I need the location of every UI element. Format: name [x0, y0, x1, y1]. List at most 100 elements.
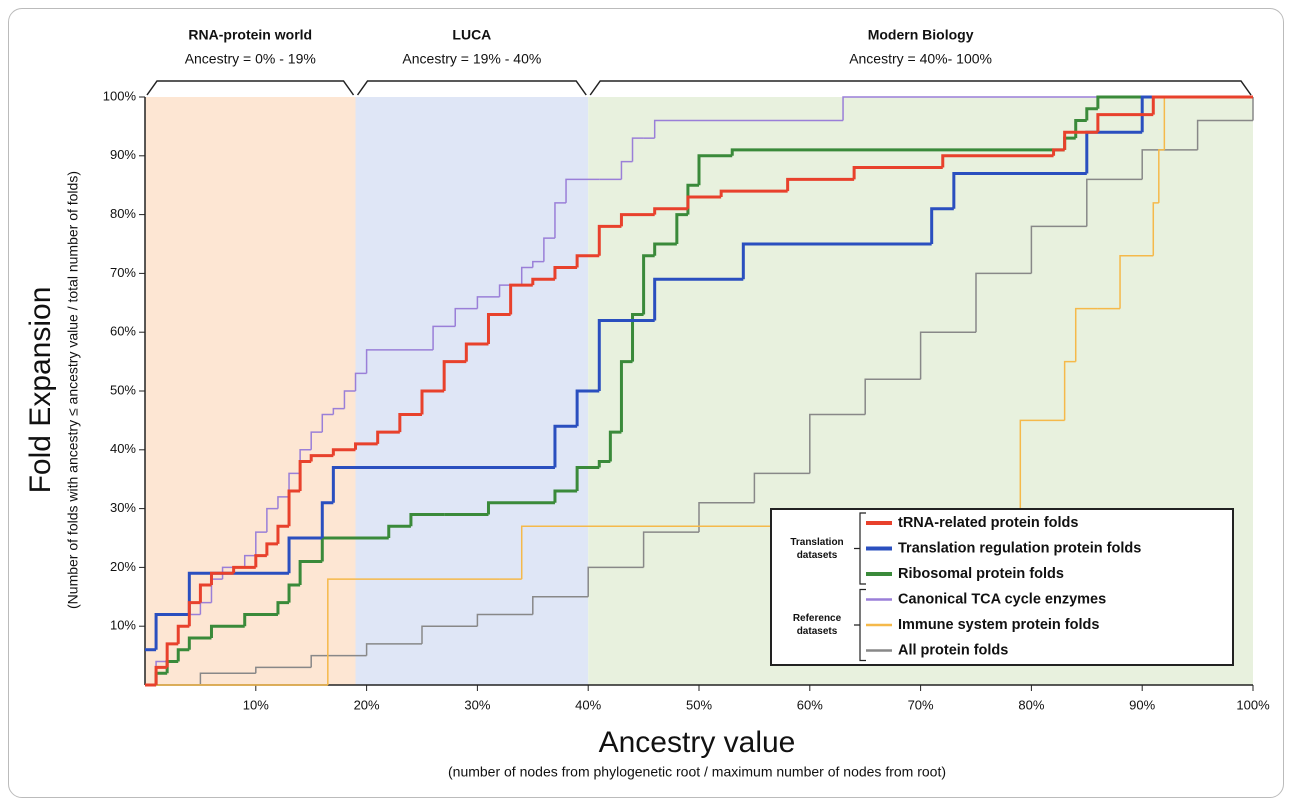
- legend-label: tRNA-related protein folds: [898, 515, 1078, 531]
- step-segment: [486, 501, 555, 515]
- step-segment: [332, 407, 345, 415]
- step-segment: [941, 154, 1054, 168]
- step-segment: [653, 119, 844, 139]
- step-segment: [331, 448, 356, 456]
- step-segment: [698, 501, 755, 533]
- step-segment: [176, 624, 190, 644]
- step-segment: [187, 571, 290, 615]
- step-segment: [255, 666, 312, 674]
- region: [355, 97, 589, 685]
- x-tick-label: 90%: [1129, 697, 1155, 712]
- y-tick-label: 30%: [110, 500, 136, 515]
- step-segment: [354, 372, 367, 391]
- legend-bracket: [854, 588, 866, 662]
- step-segment: [209, 624, 245, 638]
- x-tick-label: 60%: [797, 697, 823, 712]
- step-segment: [354, 442, 378, 450]
- y-tick-label: 90%: [110, 147, 136, 162]
- region-label: Modern Biology: [868, 27, 974, 43]
- step-segment: [454, 307, 478, 327]
- step-segment: [1151, 95, 1253, 115]
- step-segment: [1096, 113, 1154, 133]
- step-segment: [276, 524, 290, 544]
- legend-label: All protein folds: [898, 642, 1008, 658]
- y-tick-label: 10%: [110, 618, 136, 633]
- step-segment: [520, 266, 533, 286]
- region: [145, 97, 356, 685]
- x-tick-label: 30%: [464, 697, 490, 712]
- step-segment: [243, 554, 256, 568]
- x-axis-title: Ancestry value: [599, 726, 796, 759]
- step-segment: [553, 489, 578, 503]
- step-segment: [420, 389, 445, 415]
- step-segment: [730, 148, 1054, 156]
- step-segment: [697, 154, 733, 186]
- step-segment: [486, 313, 511, 344]
- step-segment: [1086, 178, 1143, 227]
- step-segment: [1074, 307, 1098, 362]
- step-segment: [741, 242, 932, 280]
- step-segment: [1141, 149, 1198, 180]
- step-segment: [575, 389, 600, 427]
- step-segment: [321, 413, 334, 433]
- step-segment: [675, 213, 688, 244]
- step-segment: [165, 642, 179, 668]
- step-segment: [288, 472, 301, 497]
- step-segment: [575, 465, 600, 491]
- step-segment: [532, 596, 589, 615]
- step-segment: [553, 424, 578, 468]
- step-segment: [198, 583, 212, 603]
- step-segment: [1196, 119, 1253, 150]
- step-segment: [287, 536, 323, 574]
- step-segment: [930, 207, 954, 244]
- step-segment: [597, 460, 611, 468]
- x-tick-label: 80%: [1018, 697, 1044, 712]
- legend-box: [770, 508, 1234, 666]
- region-sublabel: Ancestry = 40%- 100%: [849, 51, 992, 67]
- step-segment: [653, 277, 744, 321]
- step-segment: [310, 654, 367, 668]
- step-segment: [686, 195, 722, 209]
- region-bracket: [146, 80, 355, 96]
- step-segment: [975, 272, 1032, 333]
- step-segment: [331, 465, 555, 503]
- step-segment: [1019, 419, 1065, 527]
- step-segment: [421, 625, 478, 644]
- legend-label: Ribosomal protein folds: [898, 566, 1064, 582]
- step-segment: [952, 171, 1087, 209]
- step-segment: [1030, 225, 1087, 274]
- step-segment: [531, 277, 555, 286]
- step-segment: [597, 318, 655, 391]
- step-segment: [298, 560, 323, 586]
- step-segment: [187, 636, 212, 650]
- y-tick-label: 40%: [110, 441, 136, 456]
- step-segment: [232, 565, 256, 574]
- legend-label: Immune system protein folds: [898, 617, 1099, 633]
- legend-label: Translation regulation protein folds: [898, 540, 1141, 556]
- step-segment: [476, 296, 500, 309]
- step-segment: [464, 342, 489, 362]
- step-segment: [631, 137, 644, 162]
- y-tick-label: 20%: [110, 559, 136, 574]
- step-segment: [176, 648, 190, 662]
- step-segment: [310, 431, 323, 450]
- step-segment: [608, 430, 622, 462]
- step-segment: [620, 160, 633, 180]
- step-segment: [476, 613, 533, 627]
- region-label: LUCA: [452, 27, 491, 43]
- step-segment: [587, 566, 644, 597]
- step-segment: [753, 472, 810, 503]
- region-sublabel: Ancestry = 0% - 19%: [185, 51, 316, 67]
- step-segment: [719, 189, 788, 197]
- step-segment: [254, 554, 267, 568]
- region-sublabel: Ancestry = 19% - 40%: [402, 51, 541, 67]
- x-tick-label: 70%: [908, 697, 934, 712]
- step-segment: [387, 524, 411, 538]
- legend-bracket: [854, 512, 866, 585]
- step-segment: [327, 578, 500, 685]
- x-tick-label: 10%: [243, 697, 269, 712]
- step-segment: [1063, 360, 1076, 421]
- step-segment: [852, 166, 943, 180]
- step-segment: [509, 283, 533, 315]
